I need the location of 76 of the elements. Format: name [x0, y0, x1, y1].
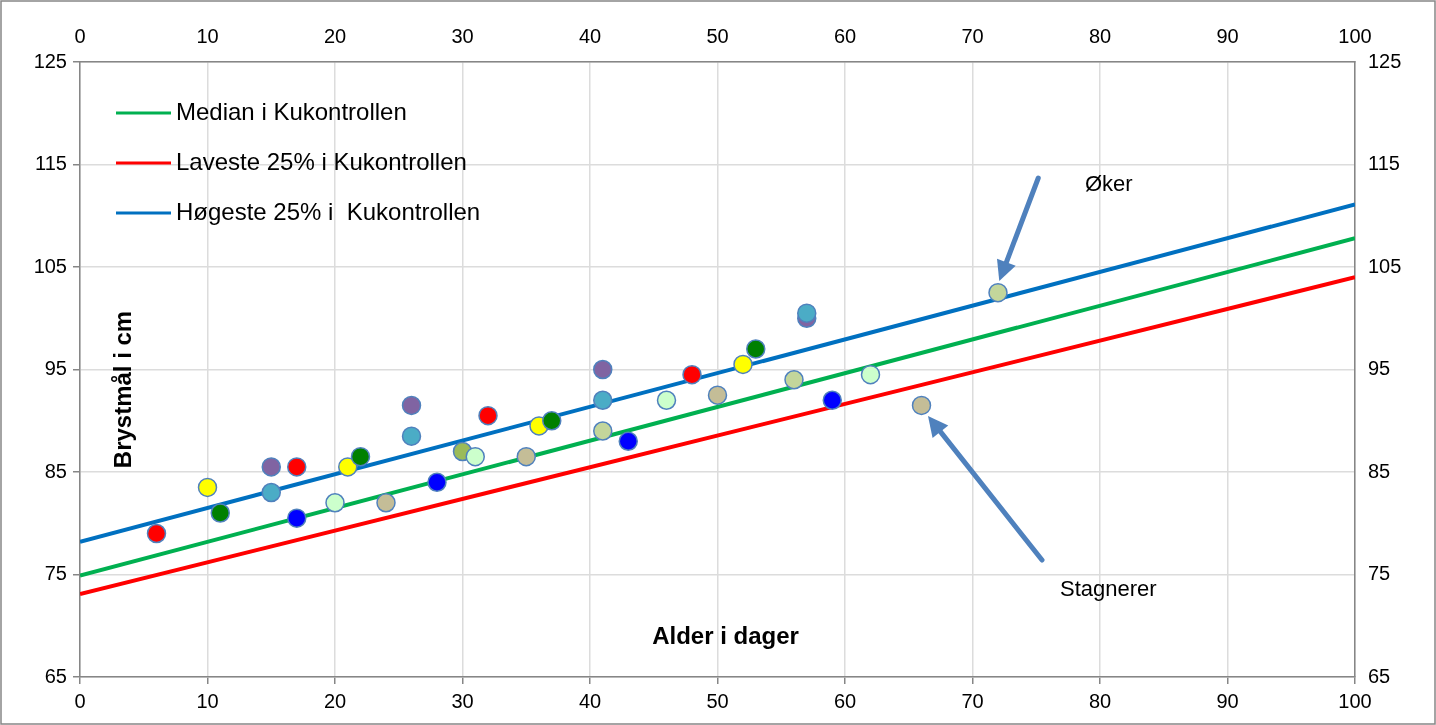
- point: [261, 457, 281, 477]
- point: [338, 457, 358, 477]
- x2-tick-label: 90: [1216, 24, 1239, 47]
- y2-tick-label: 85: [1368, 459, 1391, 482]
- y-tick-label: 115: [35, 152, 67, 175]
- x2-tick-label: 30: [451, 24, 474, 47]
- x-tick-label: 70: [961, 689, 984, 712]
- point: [516, 446, 536, 467]
- x-tick-label: 60: [833, 689, 857, 712]
- point: [593, 390, 613, 410]
- y-tick-label: 105: [33, 254, 67, 277]
- point: [593, 421, 613, 441]
- point: [197, 477, 218, 498]
- point: [287, 457, 307, 477]
- point: [911, 395, 932, 416]
- x-tick-label: 10: [196, 689, 219, 712]
- x-tick-label: 20: [323, 689, 347, 712]
- y2-tick-label: 115: [1368, 152, 1400, 175]
- point: [427, 472, 447, 492]
- legend-label: Laveste 25% i Kukontrollen: [176, 147, 467, 175]
- annotation: Øker: [1085, 171, 1133, 197]
- y-tick-label: 65: [44, 664, 67, 687]
- y-tick-label: 75: [44, 562, 67, 585]
- y2-tick-label: 95: [1368, 357, 1391, 380]
- y-tick-label: 95: [44, 357, 67, 380]
- point: [376, 493, 396, 513]
- point: [682, 364, 702, 385]
- x-tick-label: 0: [74, 689, 86, 712]
- point: [261, 482, 281, 503]
- x2-tick-label: 20: [323, 24, 347, 47]
- y-tick-label: 85: [44, 459, 67, 482]
- point: [707, 385, 728, 405]
- y2-tick-label: 125: [1368, 49, 1402, 72]
- x-axis-title: Alder i dager: [652, 621, 799, 649]
- point: [860, 364, 881, 385]
- x2-tick-label: 100: [1338, 24, 1372, 47]
- y-axis-title: Brystmål i cm: [108, 310, 136, 469]
- x2-tick-label: 80: [1088, 24, 1112, 47]
- point: [287, 508, 307, 528]
- x2-tick-label: 70: [961, 24, 984, 47]
- x2-tick-label: 10: [196, 24, 219, 47]
- point: [465, 446, 485, 467]
- point: [746, 339, 766, 359]
- y2-tick-label: 105: [1368, 254, 1402, 277]
- x-tick-label: 90: [1216, 689, 1239, 712]
- point: [822, 390, 842, 410]
- point: [542, 411, 562, 431]
- point: [210, 503, 230, 523]
- point: [325, 493, 345, 513]
- point: [593, 359, 613, 380]
- legend-label: Høgeste 25% i Kukontrollen: [176, 197, 481, 225]
- x2-tick-label: 50: [706, 24, 729, 47]
- point: [401, 426, 422, 446]
- y2-tick-label: 65: [1368, 664, 1391, 687]
- point: [988, 282, 1008, 303]
- point: [784, 370, 804, 390]
- x2-tick-label: 0: [74, 24, 86, 47]
- point: [478, 405, 498, 426]
- x-tick-label: 30: [451, 689, 474, 712]
- point: [656, 390, 677, 410]
- x2-tick-label: 40: [578, 24, 602, 47]
- annotation: Stagnerer: [1060, 576, 1157, 602]
- x-tick-label: 40: [578, 689, 602, 712]
- x2-tick-label: 60: [833, 24, 857, 47]
- y-tick-label: 125: [33, 49, 67, 72]
- point: [618, 431, 638, 451]
- point: [733, 354, 753, 375]
- point: [350, 446, 371, 467]
- x-tick-label: 50: [706, 689, 729, 712]
- x-tick-label: 100: [1338, 689, 1372, 712]
- point: [146, 523, 167, 544]
- point: [401, 395, 422, 416]
- y2-tick-label: 75: [1368, 562, 1391, 585]
- point: [797, 303, 817, 323]
- x-tick-label: 80: [1088, 689, 1112, 712]
- legend-label: Median i Kukontrollen: [176, 97, 407, 125]
